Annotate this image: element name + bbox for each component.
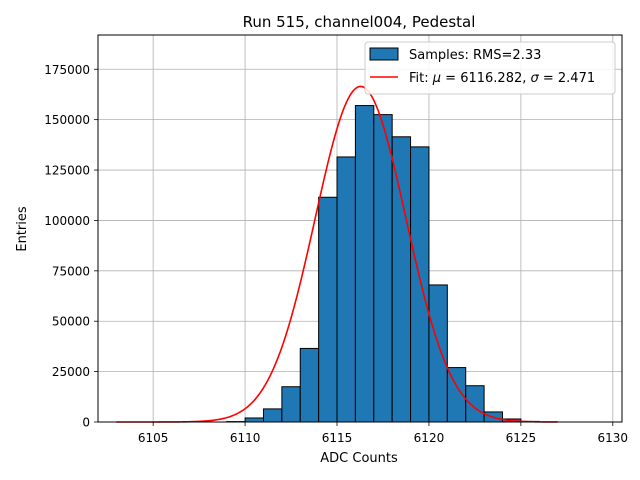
legend-label-samples: Samples: RMS=2.33 bbox=[409, 48, 541, 63]
y-tick-label: 50000 bbox=[52, 315, 90, 329]
legend-fit-sigma-value: = 2.471 bbox=[539, 71, 595, 86]
y-tick-label: 0 bbox=[82, 416, 90, 430]
histogram-bar bbox=[299, 347, 320, 423]
histogram-bar bbox=[262, 408, 283, 423]
histogram-bar bbox=[354, 105, 375, 423]
y-tick-label: 175000 bbox=[44, 63, 90, 77]
x-axis-label: ADC Counts bbox=[320, 451, 398, 466]
histogram-bar bbox=[428, 284, 448, 423]
histogram-bar bbox=[336, 156, 356, 423]
axes: 6105 6110 6115 6120 6125 6130 0 25000 50000 75000… bbox=[44, 34, 629, 445]
x-tick-label: 6130 bbox=[598, 431, 629, 445]
legend-fit-prefix: Fit: bbox=[409, 71, 433, 86]
legend-swatch-samples bbox=[369, 47, 399, 61]
x-tick-label: 6125 bbox=[506, 431, 537, 445]
x-tick-label: 6115 bbox=[322, 431, 353, 445]
legend-fit-mu-symbol: μ bbox=[432, 71, 441, 86]
histogram-bar bbox=[391, 136, 412, 423]
legend-label-fit: Fit: μ = 6116.282, σ = 2.471 bbox=[409, 71, 595, 86]
plot-frame bbox=[97, 34, 623, 423]
histogram-bar bbox=[318, 196, 338, 423]
legend: Samples: RMS=2.33 Fit: μ = 6116.282, σ =… bbox=[364, 41, 616, 95]
y-tick-label: 150000 bbox=[44, 113, 90, 127]
histogram-bars bbox=[226, 105, 540, 423]
histogram-bar bbox=[373, 114, 393, 423]
histogram-bar bbox=[281, 386, 301, 423]
y-axis-label: Entries bbox=[15, 206, 30, 252]
histogram-bar bbox=[465, 385, 485, 423]
chart-title: Run 515, channel004, Pedestal bbox=[243, 13, 476, 31]
y-tick-label: 25000 bbox=[52, 365, 90, 379]
legend-fit-sigma-symbol: σ bbox=[531, 71, 540, 86]
x-tick-label: 6105 bbox=[138, 431, 169, 445]
y-tick-label: 75000 bbox=[52, 264, 90, 278]
x-tick-label: 6110 bbox=[230, 431, 261, 445]
y-tick-label: 125000 bbox=[44, 164, 90, 178]
histogram-bar bbox=[244, 417, 264, 423]
legend-frame bbox=[364, 41, 616, 95]
histogram-bar bbox=[410, 146, 430, 423]
legend-fit-mu-value: = 6116.282, bbox=[441, 71, 530, 86]
x-tick-label: 6120 bbox=[414, 431, 445, 445]
y-tick-label: 100000 bbox=[44, 214, 90, 228]
